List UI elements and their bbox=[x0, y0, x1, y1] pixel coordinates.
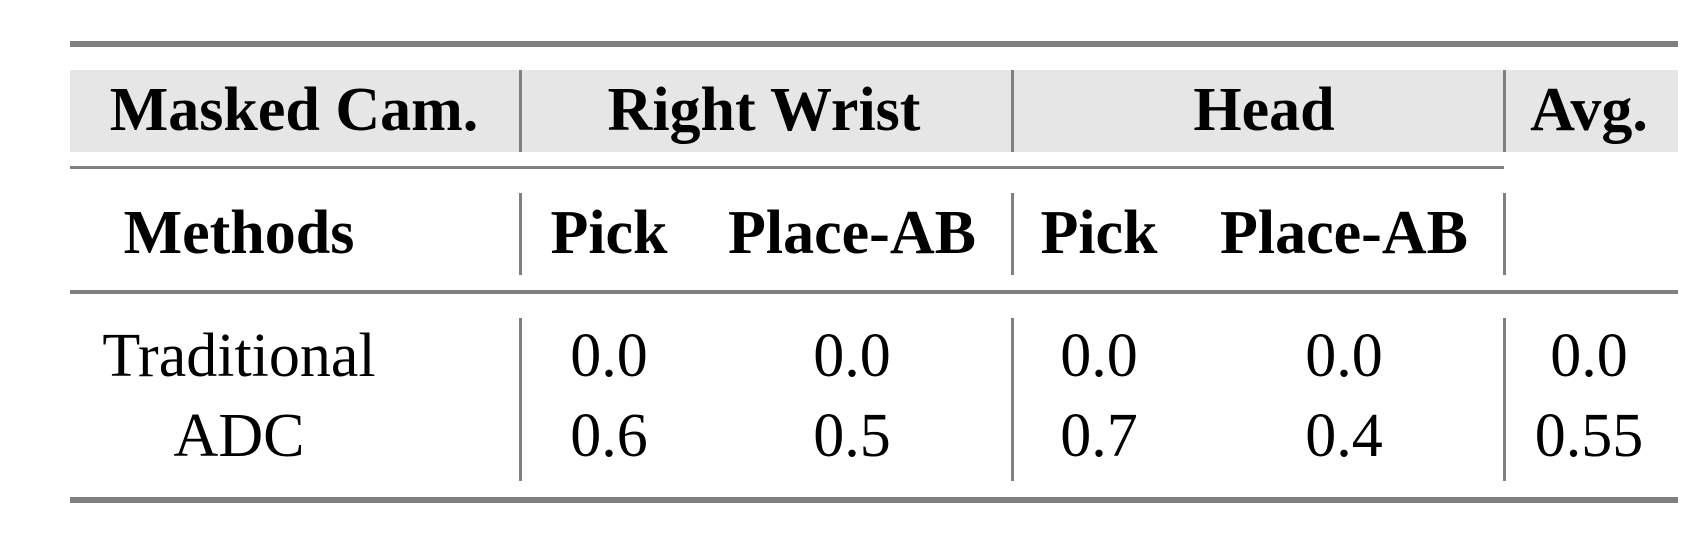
col-separator bbox=[1503, 70, 1506, 152]
header-pick: Pick bbox=[1040, 199, 1158, 267]
method-cell: ADC bbox=[173, 402, 305, 470]
value-cell: 0.7 bbox=[1060, 402, 1138, 470]
header-pick: Pick bbox=[550, 199, 668, 267]
value-cell: 0.4 bbox=[1305, 402, 1383, 470]
header-mid-rule bbox=[70, 166, 1504, 169]
avg-cell: 0.55 bbox=[1534, 402, 1644, 470]
header-place-ab: Place-AB bbox=[1220, 199, 1468, 267]
top-rule bbox=[70, 41, 1678, 47]
bottom-rule bbox=[70, 497, 1678, 503]
method-cell: Traditional bbox=[102, 322, 376, 390]
avg-cell: 0.0 bbox=[1550, 322, 1628, 390]
header-right-wrist: Right Wrist bbox=[607, 76, 921, 144]
value-cell: 0.0 bbox=[1305, 322, 1383, 390]
col-separator bbox=[1011, 70, 1014, 152]
col-separator bbox=[519, 193, 522, 275]
value-cell: 0.0 bbox=[570, 322, 648, 390]
value-cell: 0.6 bbox=[570, 402, 648, 470]
col-separator bbox=[1503, 193, 1506, 275]
value-cell: 0.0 bbox=[1060, 322, 1138, 390]
header-place-ab: Place-AB bbox=[728, 199, 976, 267]
value-cell: 0.0 bbox=[813, 322, 891, 390]
header-bottom-rule bbox=[70, 290, 1678, 294]
value-cell: 0.5 bbox=[813, 402, 891, 470]
header-methods: Methods bbox=[123, 199, 355, 267]
col-separator bbox=[1011, 318, 1014, 481]
col-separator bbox=[519, 70, 522, 152]
col-separator bbox=[519, 318, 522, 481]
col-separator bbox=[1503, 318, 1506, 481]
header-head: Head bbox=[1193, 76, 1335, 144]
header-background bbox=[70, 70, 1678, 152]
col-separator bbox=[1011, 193, 1014, 275]
header-avg: Avg. bbox=[1530, 76, 1648, 144]
header-masked-cam: Masked Cam. bbox=[109, 76, 479, 144]
